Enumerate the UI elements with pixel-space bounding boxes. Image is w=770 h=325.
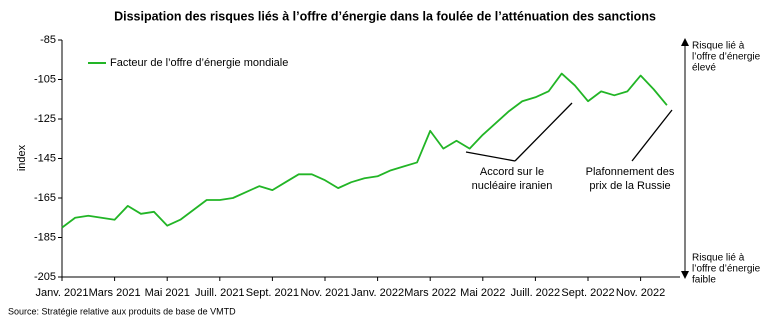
risk-label: l’offre d’énergie bbox=[692, 52, 761, 63]
source-note: Source: Stratégie relative aux produits … bbox=[8, 306, 236, 316]
y-tick-label: -85 bbox=[40, 34, 56, 46]
risk-label: Risque lié à bbox=[692, 253, 745, 264]
arrow-head-up bbox=[681, 38, 689, 46]
y-tick-label: -205 bbox=[34, 271, 56, 283]
annotation-line bbox=[465, 151, 516, 162]
x-tick-label: Mars 2021 bbox=[89, 287, 141, 299]
x-tick-label: Sept. 2021 bbox=[246, 287, 299, 299]
x-tick-label: Nov. 2021 bbox=[300, 287, 349, 299]
legend-label: Facteur de l’offre d’énergie mondiale bbox=[110, 57, 288, 69]
x-tick-label: Mars 2022 bbox=[404, 287, 456, 299]
x-tick-label: Janv. 2022 bbox=[351, 287, 404, 299]
annotation: nucléaire iranien bbox=[472, 180, 553, 192]
x-tick-label: Juill. 2021 bbox=[195, 287, 245, 299]
risk-label: faible bbox=[692, 275, 716, 286]
data-line bbox=[61, 72, 668, 229]
annotation: Plafonnement des bbox=[586, 166, 675, 178]
risk-label: Risque lié à bbox=[692, 41, 745, 52]
x-tick-label: Juill. 2022 bbox=[511, 287, 561, 299]
arrow-head-down bbox=[681, 271, 689, 279]
x-tick-label: Janv. 2021 bbox=[35, 287, 88, 299]
x-tick-label: Sept. 2022 bbox=[561, 287, 614, 299]
y-tick-label: -145 bbox=[34, 152, 56, 164]
y-tick-label: -125 bbox=[34, 113, 56, 125]
y-tick-label: -185 bbox=[34, 231, 56, 243]
annotation-line bbox=[631, 109, 673, 162]
y-tick-label: -165 bbox=[34, 192, 56, 204]
annotation-line bbox=[514, 102, 573, 162]
y-tick-label: -105 bbox=[34, 73, 56, 85]
annotation: prix de la Russie bbox=[589, 180, 670, 192]
annotation: Accord sur le bbox=[480, 166, 544, 178]
x-tick-label: Mai 2021 bbox=[145, 287, 190, 299]
risk-label: élevé bbox=[692, 63, 716, 74]
x-tick-label: Nov. 2022 bbox=[616, 287, 665, 299]
chart-title: Dissipation des risques liés à l’offre d… bbox=[114, 9, 656, 23]
risk-label: l’offre d’énergie bbox=[692, 264, 761, 275]
y-axis-label: index bbox=[16, 144, 28, 171]
x-tick-label: Mai 2022 bbox=[460, 287, 505, 299]
